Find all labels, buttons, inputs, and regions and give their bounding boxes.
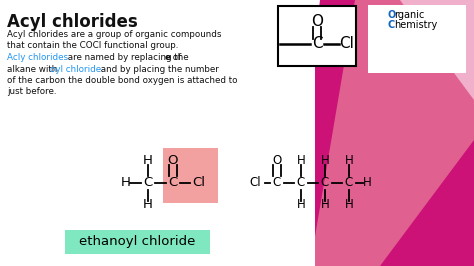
Text: e: e [165,53,171,62]
Text: Cl: Cl [249,177,261,189]
Text: Acly chlorides: Acly chlorides [7,53,68,62]
Text: that contain the COCl functional group.: that contain the COCl functional group. [7,41,178,51]
Text: are named by replacing the: are named by replacing the [65,53,191,62]
Text: rganic: rganic [394,10,424,20]
Text: O: O [388,10,396,20]
Text: and by placing the number: and by placing the number [98,64,219,73]
Text: oyl chloride: oyl chloride [50,64,101,73]
Text: just before.: just before. [7,88,56,97]
Text: Acyl chlorides: Acyl chlorides [7,13,138,31]
Text: Cl: Cl [339,36,355,52]
Bar [368,5,466,73]
Text: of the carbon the double bond oxygen is attached to: of the carbon the double bond oxygen is … [7,76,237,85]
Bar [0,0,315,266]
Text: O: O [311,15,323,30]
Text: H: H [297,155,305,168]
Bar [163,148,218,203]
Text: Acyl chlorides are a group of organic compounds: Acyl chlorides are a group of organic co… [7,30,221,39]
Text: H: H [320,198,329,211]
Text: alkane with: alkane with [7,64,60,73]
Bar [278,6,356,66]
Polygon shape [400,0,474,100]
Text: O: O [168,155,178,168]
Text: hemistry: hemistry [394,20,437,30]
Text: of: of [170,53,181,62]
Text: H: H [345,155,354,168]
Text: H: H [320,155,329,168]
Text: ethanoyl chloride: ethanoyl chloride [79,235,196,248]
Polygon shape [310,0,474,266]
Text: H: H [297,198,305,211]
Text: H: H [345,198,354,211]
Text: H: H [121,177,131,189]
Text: O: O [273,155,282,168]
Text: C: C [168,177,178,189]
Text: C: C [143,177,153,189]
Text: Cl: Cl [192,177,206,189]
Bar [65,230,210,254]
Text: C: C [312,36,322,52]
Text: C: C [321,177,329,189]
Text: C: C [388,20,395,30]
Text: C: C [345,177,353,189]
Text: H: H [363,177,371,189]
Text: H: H [143,198,153,211]
Text: H: H [143,155,153,168]
Text: C: C [297,177,305,189]
Text: C: C [273,177,281,189]
Polygon shape [290,0,474,266]
